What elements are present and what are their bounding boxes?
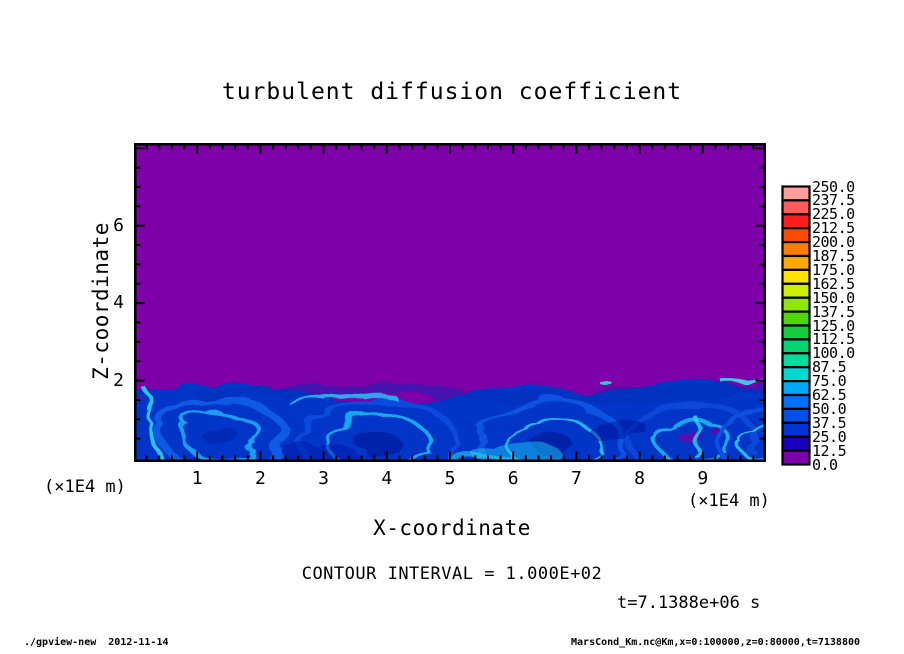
colorbar-cell	[781, 324, 811, 341]
colorbar-tick-label: 0.0	[812, 455, 838, 474]
colorbar-cell	[781, 435, 811, 452]
colorbar-cell	[781, 199, 811, 216]
colorbar-cell	[781, 185, 811, 202]
colorbar-tick-label: 200.0	[812, 233, 855, 252]
colorbar-tick-label: 12.5	[812, 441, 847, 460]
colorbar-tick-label: 212.5	[812, 219, 855, 238]
x-tick-label: 8	[634, 468, 646, 489]
y-axis-unit-label: (×1E4 m)	[44, 477, 126, 497]
colorbar-cell	[781, 227, 811, 244]
x-tick-label: 1	[191, 468, 203, 489]
colorbar-cell	[781, 268, 811, 285]
time-stamp-text: t=7.1388e+06 s	[617, 593, 761, 613]
colorbar-cell	[781, 393, 811, 410]
colorbar-cell	[781, 296, 811, 313]
x-tick-label: 3	[318, 468, 330, 489]
colorbar-cell	[781, 421, 811, 438]
colorbar-tick-label: 162.5	[812, 274, 855, 293]
colorbar-tick-label: 25.0	[812, 427, 847, 446]
colorbar-cell	[781, 449, 811, 466]
colorbar-cell	[781, 380, 811, 397]
colorbar-tick-label: 150.0	[812, 288, 855, 307]
colorbar-cell	[781, 254, 811, 271]
contour-interval-text: CONTOUR INTERVAL = 1.000E+02	[301, 564, 603, 584]
colorbar-cell	[781, 213, 811, 230]
colorbar-tick-label: 50.0	[812, 399, 847, 418]
colorbar-cell	[781, 310, 811, 327]
footer-dataset-text: MarsCond_Km.nc@Km,x=0:100000,z=0:80000,t…	[571, 637, 860, 648]
x-axis-unit-label: (×1E4 m)	[688, 491, 770, 511]
colorbar-tick-label: 75.0	[812, 372, 847, 391]
x-tick-label: 2	[254, 468, 266, 489]
colorbar-cell	[781, 338, 811, 355]
colorbar-cell	[781, 282, 811, 299]
colorbar-cell	[781, 352, 811, 369]
plot-frame	[134, 143, 766, 462]
colorbar	[781, 185, 811, 466]
colorbar-tick-label: 87.5	[812, 358, 847, 377]
colorbar-tick-label: 100.0	[812, 344, 855, 363]
colorbar-tick-label: 62.5	[812, 386, 847, 404]
x-tick-label: 6	[507, 468, 519, 489]
colorbar-tick-label: 137.5	[812, 302, 855, 321]
x-tick-label: 4	[381, 468, 393, 489]
x-tick-label: 9	[697, 468, 709, 489]
x-tick-label: 7	[570, 468, 582, 489]
x-tick-label: 5	[444, 468, 456, 489]
colorbar-cell	[781, 407, 811, 424]
colorbar-tick-label: 112.5	[812, 330, 855, 349]
x-axis-label: X-coordinate	[373, 516, 531, 540]
colorbar-cell	[781, 240, 811, 258]
y-tick-label: 6	[113, 214, 124, 236]
colorbar-tick-label: 37.5	[812, 413, 847, 432]
colorbar-tick-label: 187.5	[812, 247, 855, 265]
turbulent-layer	[134, 369, 766, 462]
colorbar-tick-label: 125.0	[812, 316, 855, 335]
y-tick-label: 4	[113, 292, 124, 314]
footer-command-text: ./gpview-new 2012-11-14	[24, 637, 169, 648]
colorbar-tick-label: 175.0	[812, 260, 855, 279]
colorbar-tick-label: 250.0	[812, 177, 855, 196]
colorbar-cell	[781, 366, 811, 383]
plot-title: turbulent diffusion coefficient	[221, 79, 683, 105]
y-tick-label: 2	[113, 369, 124, 391]
colorbar-tick-label: 237.5	[812, 191, 855, 210]
colorbar-tick-label: 225.0	[812, 205, 855, 224]
heatmap-plot	[134, 143, 766, 462]
